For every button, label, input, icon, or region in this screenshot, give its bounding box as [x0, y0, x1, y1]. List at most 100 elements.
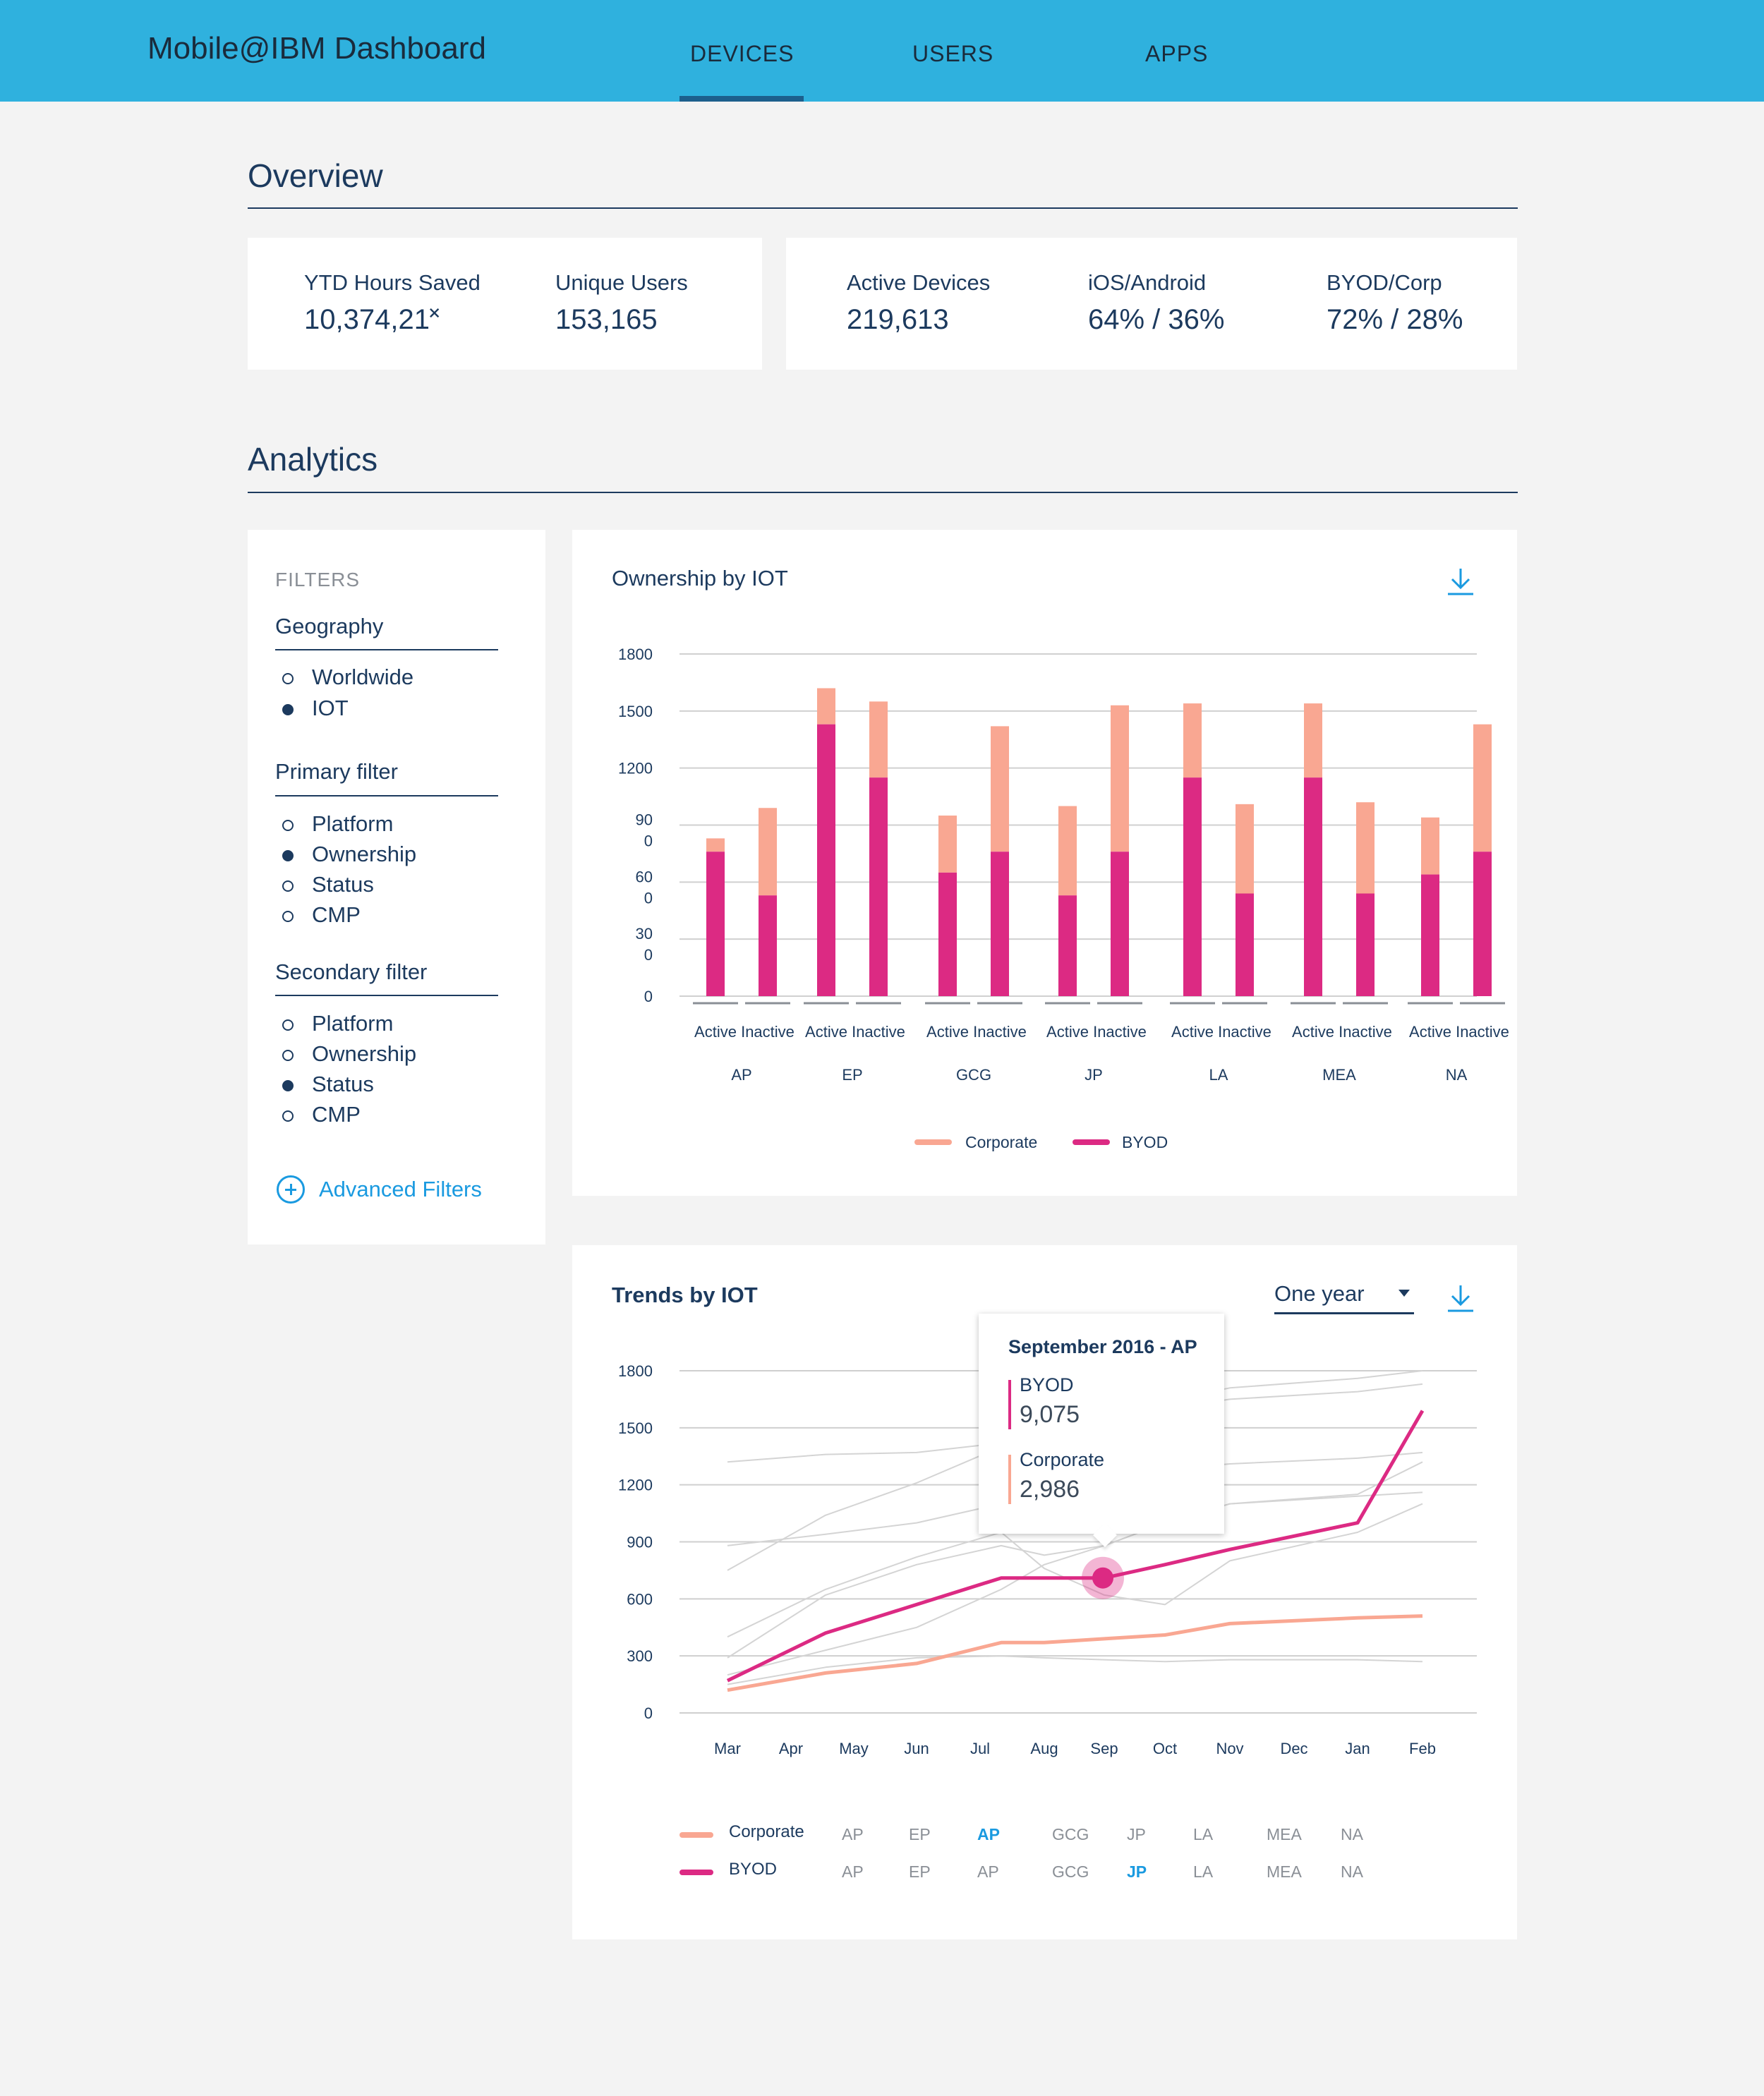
x-tick-label: May — [839, 1740, 869, 1757]
region-toggle-jp[interactable]: JP — [1127, 1825, 1146, 1843]
filter-group-geography-title: Geography — [275, 614, 384, 638]
bar-corporate — [938, 816, 957, 873]
bar-corporate — [1421, 817, 1439, 875]
x-sub-label: Inactive — [1218, 1023, 1271, 1041]
radio-unchecked-icon — [282, 820, 294, 831]
add-circle-icon — [277, 1175, 305, 1204]
y-tick-label: 0 — [644, 946, 653, 964]
x-sub-label: Active — [926, 1023, 969, 1041]
x-sub-label: Inactive — [1339, 1023, 1392, 1041]
filters-panel — [248, 530, 545, 1244]
y-tick-label: 0 — [644, 1704, 653, 1722]
region-toggle-na[interactable]: NA — [1341, 1862, 1363, 1881]
x-tick-label: Jul — [970, 1740, 990, 1757]
region-toggle-ap[interactable]: AP — [977, 1862, 999, 1881]
region-toggle-gcg[interactable]: GCG — [1052, 1862, 1089, 1881]
tab-devices[interactable]: DEVICES — [690, 41, 795, 66]
download-arrow-icon — [1448, 1285, 1473, 1312]
radio-checked-icon — [282, 850, 294, 861]
stat-label-active-devices: Active Devices — [847, 270, 991, 295]
chart-tooltip: September 2016 - AP BYOD 9,075 Corporate… — [979, 1314, 1224, 1534]
y-tick-label: 1500 — [618, 703, 653, 720]
tooltip-corporate-label: Corporate — [1020, 1449, 1105, 1470]
bar-corporate — [706, 838, 725, 852]
region-toggle-ap[interactable]: AP — [977, 1825, 1000, 1843]
x-tick-label: Dec — [1280, 1740, 1307, 1757]
y-tick-label: 1500 — [618, 1419, 653, 1437]
line-other-region — [727, 1655, 1423, 1685]
x-tick-label: Aug — [1030, 1740, 1058, 1757]
region-toggle-ep[interactable]: EP — [909, 1825, 931, 1843]
radio-unchecked-icon — [282, 880, 294, 892]
bar-byod — [991, 852, 1009, 996]
region-toggle-ep[interactable]: EP — [909, 1862, 931, 1881]
region-toggle-na[interactable]: NA — [1341, 1825, 1363, 1843]
y-tick-label: 600 — [627, 1590, 653, 1608]
filter-group-divider — [275, 649, 498, 650]
tooltip-corporate-marker — [1008, 1455, 1011, 1504]
legend-label: BYOD — [729, 1860, 778, 1879]
filter-group-divider — [275, 995, 498, 996]
highlight-point — [1092, 1567, 1113, 1589]
y-tick-label: 60 — [636, 868, 653, 885]
region-toggle-la[interactable]: LA — [1193, 1862, 1214, 1881]
bar-corporate — [1183, 703, 1202, 778]
region-toggle-la[interactable]: LA — [1193, 1825, 1214, 1843]
region-toggle-gcg[interactable]: GCG — [1052, 1825, 1089, 1843]
region-toggle-mea[interactable]: MEA — [1267, 1825, 1302, 1843]
x-sub-label: Active — [1409, 1023, 1451, 1041]
legend-label-byod: BYOD — [1122, 1133, 1168, 1151]
x-tick-label: Jan — [1345, 1740, 1370, 1757]
bar-byod — [1304, 777, 1322, 996]
x-tick-label: Feb — [1409, 1740, 1436, 1757]
radio-label: CMP — [312, 1102, 361, 1127]
top-app-bar: Mobile@IBM Dashboard DEVICES USERS APPS — [0, 0, 1764, 102]
bar-byod — [869, 777, 888, 996]
x-tick-label: Jun — [904, 1740, 929, 1757]
x-sub-label: Inactive — [852, 1023, 905, 1041]
region-toggle-ap[interactable]: AP — [842, 1825, 864, 1843]
bar-byod — [759, 895, 777, 996]
y-tick-label: 900 — [627, 1534, 653, 1551]
x-tick-label: Apr — [779, 1740, 803, 1757]
time-range-select[interactable]: One year — [1274, 1277, 1414, 1314]
x-sub-label: Inactive — [973, 1023, 1027, 1041]
filter-group-divider — [275, 795, 498, 796]
region-toggle-jp[interactable]: JP — [1127, 1862, 1147, 1881]
x-group-label: AP — [731, 1066, 751, 1084]
filter-group-secondary-title: Secondary filter — [275, 959, 428, 984]
bar-corporate — [1236, 804, 1254, 894]
y-tick-label: 0 — [644, 832, 653, 850]
tab-apps[interactable]: APPS — [1145, 41, 1209, 66]
x-tick-label: Oct — [1153, 1740, 1177, 1757]
trends-chart-title: Trends by IOT — [612, 1283, 758, 1307]
region-toggle-ap[interactable]: AP — [842, 1862, 864, 1881]
bar-byod — [1058, 895, 1077, 996]
legend-swatch-corporate — [679, 1832, 713, 1838]
stat-value-ytd-hours: 10,374,21˟ — [304, 304, 440, 335]
radio-label: IOT — [312, 696, 349, 720]
x-group-label: EP — [842, 1066, 862, 1084]
radio-label: Platform — [312, 1011, 394, 1036]
analytics-divider — [248, 492, 1518, 493]
tab-users[interactable]: USERS — [912, 41, 994, 66]
time-range-value: One year — [1274, 1281, 1365, 1306]
active-tab-indicator — [679, 96, 804, 102]
stat-label-ios-android: iOS/Android — [1088, 270, 1207, 295]
radio-label: CMP — [312, 902, 361, 927]
x-group-label: NA — [1446, 1066, 1468, 1084]
bar-byod — [817, 724, 835, 996]
tooltip-byod-value: 9,075 — [1020, 1401, 1080, 1428]
radio-unchecked-icon — [282, 911, 294, 922]
bar-byod — [1356, 893, 1375, 996]
x-sub-label: Inactive — [1093, 1023, 1147, 1041]
stat-value-byod-corp: 72% / 28% — [1327, 304, 1463, 335]
tooltip-byod-marker — [1008, 1380, 1011, 1429]
trends-legend-corporate: Corporate — [679, 1822, 1385, 1848]
device-stats-card: Active Devices 219,613 iOS/Android 64% /… — [786, 238, 1517, 370]
region-toggle-mea[interactable]: MEA — [1267, 1862, 1302, 1881]
download-icon[interactable] — [1445, 1283, 1476, 1314]
download-icon[interactable] — [1445, 566, 1476, 597]
x-tick-label: Sep — [1090, 1740, 1118, 1757]
